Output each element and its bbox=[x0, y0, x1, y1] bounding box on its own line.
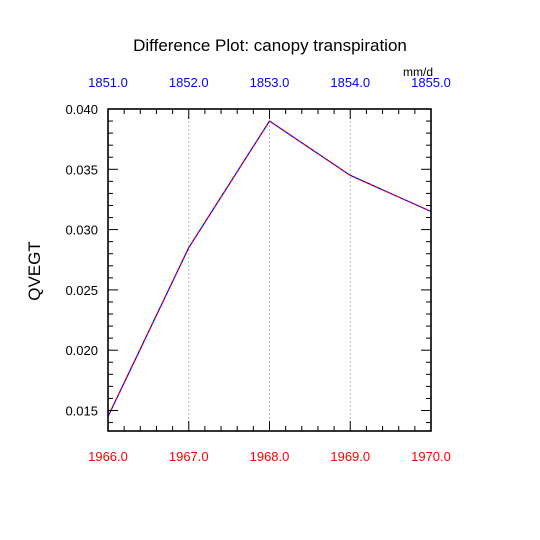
series-line-dash bbox=[107, 120, 432, 417]
y-tick-label: 0.015 bbox=[65, 403, 98, 418]
x-bottom-tick-label: 1967.0 bbox=[169, 449, 209, 464]
y-tick-label: 0.025 bbox=[65, 283, 98, 298]
x-top-tick-label: 1851.0 bbox=[88, 75, 128, 90]
y-tick-label: 0.020 bbox=[65, 343, 98, 358]
x-top-tick-label: 1855.0 bbox=[411, 75, 451, 90]
y-tick-label: 0.040 bbox=[65, 102, 98, 117]
x-top-tick-label: 1852.0 bbox=[169, 75, 209, 90]
series-layer bbox=[107, 120, 432, 417]
y-tick-label: 0.030 bbox=[65, 223, 98, 238]
axis-ticks bbox=[107, 108, 432, 431]
tick-labels: 0.015 0.020 0.025 0.030 0.035 0.040 1966.0 1967… bbox=[65, 75, 450, 464]
x-top-tick-label: 1854.0 bbox=[330, 75, 370, 90]
y-tick-label: 0.035 bbox=[65, 162, 98, 177]
x-bottom-tick-label: 1968.0 bbox=[250, 449, 290, 464]
y-axis-label: QVEGT bbox=[25, 241, 44, 301]
x-bottom-tick-label: 1969.0 bbox=[330, 449, 370, 464]
x-bottom-tick-label: 1966.0 bbox=[88, 449, 128, 464]
units-label: mm/d bbox=[403, 65, 433, 79]
x-bottom-tick-label: 1970.0 bbox=[411, 449, 451, 464]
grid-lines bbox=[188, 109, 351, 431]
x-top-tick-label: 1853.0 bbox=[250, 75, 290, 90]
chart-title: Difference Plot: canopy transpiration bbox=[133, 36, 407, 55]
